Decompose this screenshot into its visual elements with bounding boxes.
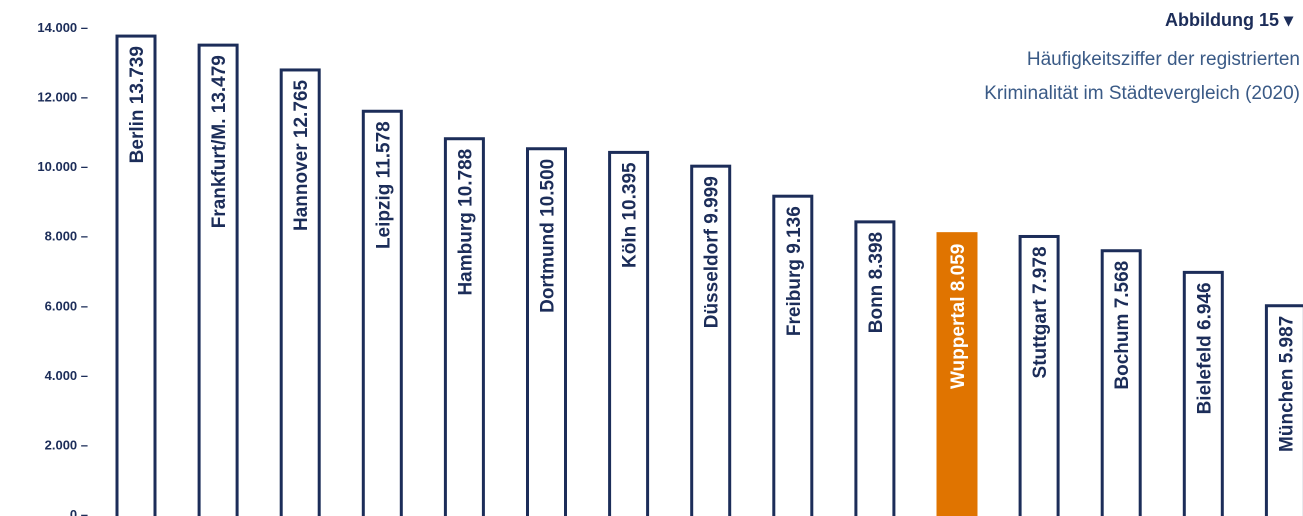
bar-leipzig [361, 109, 403, 516]
bar-label-leipzig: Leipzig 11.578 [373, 121, 394, 249]
bar-label-hannover: Hannover 12.765 [291, 80, 312, 231]
bar-münchen [1264, 304, 1303, 516]
bar-label-frankfurt-m: Frankfurt/M. 13.479 [209, 55, 230, 228]
bar-label-düsseldorf: Düsseldorf 9.999 [702, 176, 723, 328]
bar-group: Berlin 13.739 Frankfurt/M. 13.479 Hannover… [115, 34, 1303, 516]
bar-hannover [279, 68, 321, 516]
y-tick-label: 10.000 – [37, 159, 88, 174]
bar-label-bielefeld: Bielefeld 6.946 [1194, 282, 1215, 414]
bar-bochum [1100, 249, 1142, 516]
figure-label: Abbildung 15 ▾ [1165, 10, 1294, 30]
bar-label-hamburg: Hamburg 10.788 [455, 149, 476, 296]
bar-bonn [854, 220, 896, 516]
y-tick-label: 6.000 – [45, 298, 88, 313]
bar-label-freiburg: Freiburg 9.136 [784, 206, 805, 336]
bar-label-köln: Köln 10.395 [620, 162, 641, 268]
bar-hamburg [443, 137, 485, 516]
bar-label-bochum: Bochum 7.568 [1112, 261, 1133, 390]
bar-label-bonn: Bonn 8.398 [866, 232, 887, 333]
y-axis: 0 – 2.000 – 4.000 – 6.000 – 8.000 – 10.000 – 1… [37, 20, 88, 516]
y-tick-label: 2.000 – [45, 437, 88, 452]
bar-label-münchen: München 5.987 [1276, 316, 1297, 452]
bar-berlin [115, 34, 157, 516]
bar-label-wuppertal: Wuppertal 8.059 [948, 244, 969, 389]
y-tick-label: 8.000 – [45, 229, 88, 244]
bar-bielefeld [1182, 270, 1224, 516]
y-tick-label: 14.000 – [37, 20, 88, 35]
y-tick-label: 12.000 – [37, 90, 88, 105]
bar-label-dortmund: Dortmund 10.500 [538, 159, 559, 313]
figure-description-line-1: Häufigkeitsziffer der registrierten [1027, 49, 1300, 70]
bar-dortmund [526, 147, 567, 516]
bar-köln [608, 150, 650, 516]
y-tick-label: 4.000 – [45, 368, 88, 383]
y-tick-label: 0 – [70, 507, 88, 516]
bar-wuppertal [936, 232, 978, 516]
bar-frankfurt-m [197, 43, 239, 516]
figure-description-line-2: Kriminalität im Städtevergleich (2020) [984, 83, 1300, 104]
bar-label-berlin: Berlin 13.739 [127, 46, 148, 163]
bar-label-stuttgart: Stuttgart 7.978 [1030, 246, 1051, 378]
bar-stuttgart [1018, 234, 1060, 516]
bar-freiburg [772, 194, 814, 516]
figure-header: Abbildung 15 ▾ Häufigkeitsziffer der reg… [984, 10, 1300, 104]
bar-düsseldorf [690, 164, 732, 516]
